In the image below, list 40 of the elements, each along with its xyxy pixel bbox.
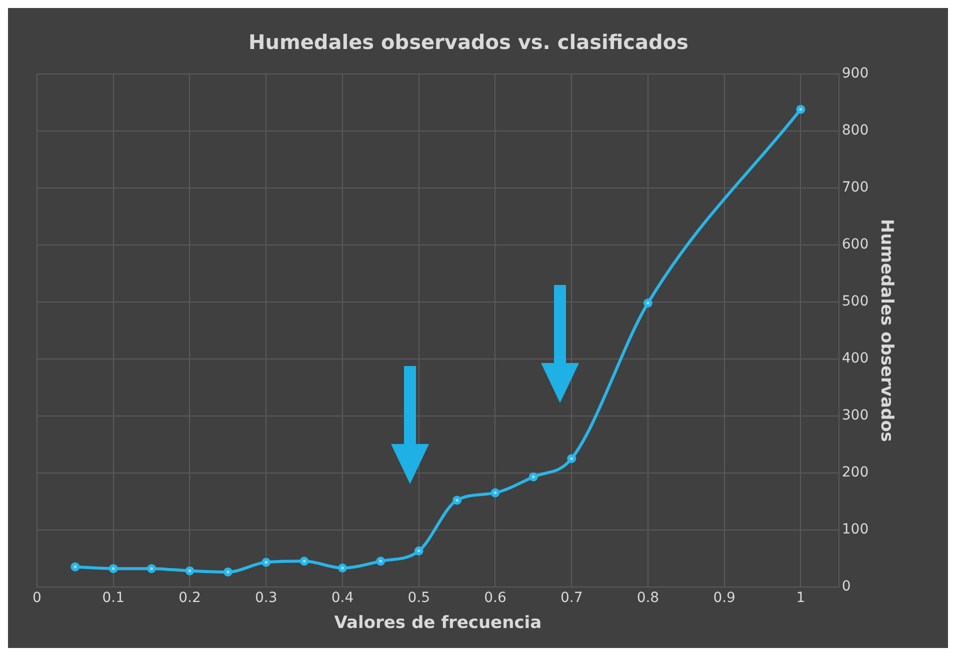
y2-tick-label: 700 <box>842 180 869 196</box>
y2-tick-label: 100 <box>842 521 869 538</box>
point <box>796 104 806 114</box>
y2-axis-title: Humedales observados <box>876 218 896 442</box>
point <box>223 567 232 576</box>
y2-tick-label: 500 <box>842 294 869 310</box>
y2-tick-label: 900 <box>842 66 869 82</box>
x-tick-label: 0.3 <box>254 590 278 606</box>
point <box>528 472 538 482</box>
y2-tick-label: 300 <box>842 408 869 424</box>
x-tick-label: 0.4 <box>331 590 354 606</box>
point <box>490 488 500 498</box>
point <box>147 564 156 574</box>
point <box>567 454 576 464</box>
point <box>452 496 462 505</box>
x-tick-label: 0.2 <box>178 590 201 606</box>
x-axis-title: Valores de frecuencia <box>334 613 542 634</box>
x-tick-label: 0.9 <box>713 590 736 606</box>
x-tick-label: 0.7 <box>560 590 583 606</box>
x-tick-label: 0.8 <box>636 590 660 606</box>
x-tick-label: 0.6 <box>484 590 506 606</box>
point <box>262 558 271 567</box>
x-tick-label: 0 <box>32 590 42 606</box>
chart-title: Humedales observados vs. clasificados <box>248 30 688 54</box>
point <box>185 566 194 576</box>
y2-tick-label: 400 <box>842 350 869 367</box>
y2-tick-label: 0 <box>842 578 851 594</box>
x-tick-label: 0.5 <box>408 590 430 606</box>
y2-tick-label: 200 <box>842 464 869 480</box>
point <box>414 546 424 556</box>
y2-tick-label: 600 <box>842 236 869 253</box>
x-tick-label: 1 <box>796 590 806 606</box>
point <box>338 563 347 572</box>
y2-tick-label: 800 <box>842 122 869 139</box>
x-tick-label: 0.1 <box>102 590 124 606</box>
point <box>376 556 386 566</box>
point <box>108 564 118 574</box>
point <box>643 298 652 308</box>
point <box>300 556 309 566</box>
point <box>70 562 80 572</box>
